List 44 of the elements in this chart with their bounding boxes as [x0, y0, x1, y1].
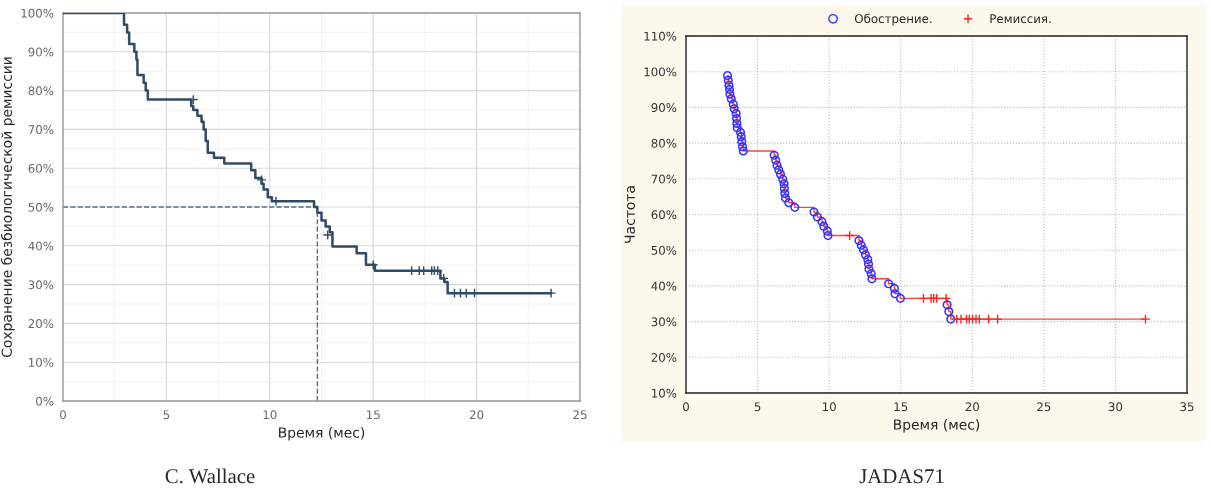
x-tick-label: 15	[366, 410, 380, 420]
y-tick-label: 10%	[652, 388, 677, 398]
x-tick-label: 15	[894, 402, 908, 412]
x-tick-label: 0	[683, 402, 689, 412]
legend-label: Ремиссия.	[990, 14, 1051, 24]
x-tick-label: 10	[822, 402, 836, 412]
x-tick-label: 5	[163, 410, 170, 420]
x-tick-label: 25	[1037, 402, 1051, 412]
y-tick-label: 40%	[651, 281, 677, 291]
y-tick-label: 10%	[29, 357, 54, 367]
y-tick-label: 80%	[651, 138, 677, 148]
y-tick-label: 50%	[28, 202, 54, 212]
y-tick-label: 20%	[28, 319, 54, 329]
x-tick-label: 30	[1108, 402, 1123, 412]
y-tick-label: 110%	[644, 31, 677, 41]
y-tick-label: 100%	[21, 8, 54, 18]
y-tick-label: 0%	[36, 396, 54, 406]
y-tick-label: 40%	[28, 241, 54, 251]
legend-label: Обострение.	[854, 13, 932, 26]
x-tick-label: 10	[263, 410, 277, 420]
x-axis-title: Время (мес)	[894, 419, 980, 433]
y-tick-label: 90%	[28, 47, 54, 57]
y-tick-label: 70%	[651, 174, 677, 184]
text: C. Wallace	[165, 468, 255, 484]
y-tick-label: 50%	[651, 245, 677, 255]
x-tick-label: 25	[573, 410, 587, 420]
y-tick-label: 70%	[28, 125, 54, 135]
y-tick-label: 100%	[644, 67, 677, 77]
y-axis-title: Частота	[624, 186, 635, 243]
y-tick-label: 30%	[28, 280, 54, 290]
y-tick-label: 60%	[28, 163, 54, 173]
x-tick-label: 20	[965, 402, 980, 412]
y-tick-label: 90%	[651, 103, 677, 113]
y-tick-label: 30%	[651, 317, 677, 327]
x-tick-label: 35	[1180, 402, 1194, 412]
text: JADAS71	[859, 469, 944, 484]
y-tick-label: 80%	[28, 86, 54, 96]
x-axis-title: Время (мес)	[279, 427, 365, 441]
y-axis-title: Сохранение безбиологической ремиссии	[0, 57, 15, 358]
y-tick-label: 20%	[651, 353, 677, 362]
x-tick-label: 0	[60, 410, 66, 420]
y-tick-label: 60%	[651, 210, 677, 220]
x-tick-label: 5	[754, 402, 761, 412]
x-tick-label: 20	[469, 410, 484, 420]
